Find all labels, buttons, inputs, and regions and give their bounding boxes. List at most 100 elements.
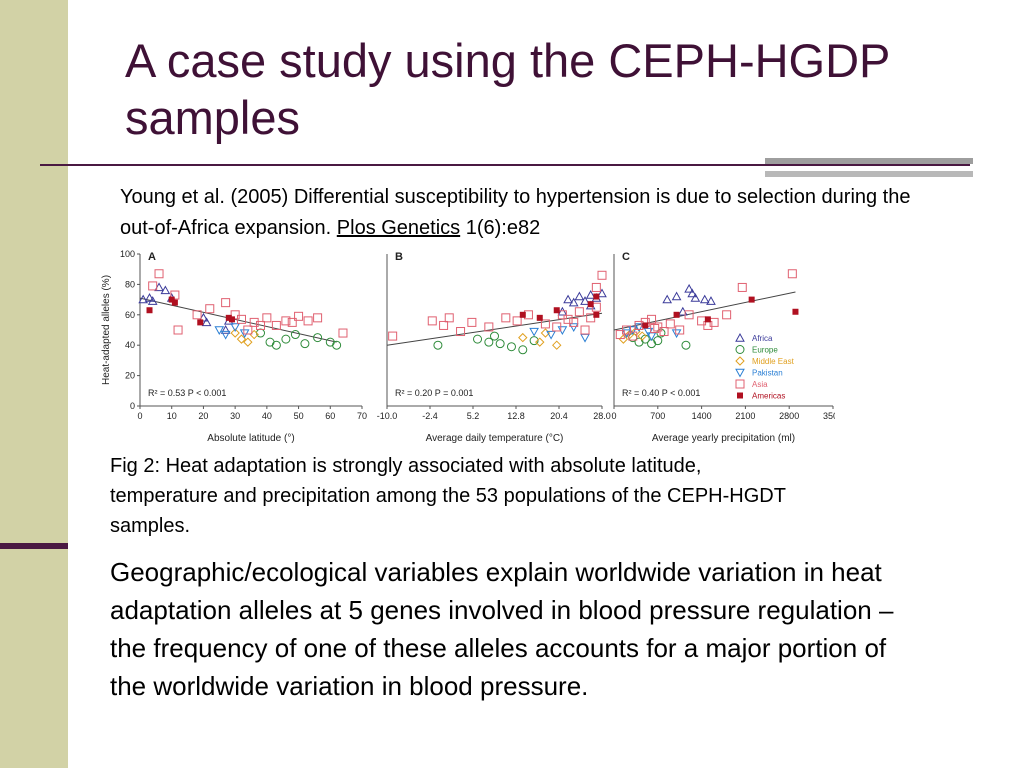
data-point xyxy=(597,270,607,280)
data-point xyxy=(484,337,494,347)
data-point xyxy=(473,334,483,344)
data-point xyxy=(512,316,522,326)
legend-label: Americas xyxy=(752,392,785,401)
data-point xyxy=(580,325,590,335)
data-point xyxy=(519,311,526,318)
data-point xyxy=(580,296,590,305)
data-point xyxy=(148,281,158,291)
data-point xyxy=(650,323,660,333)
data-point xyxy=(146,307,153,314)
data-point xyxy=(748,296,755,303)
data-point xyxy=(706,296,716,305)
data-point xyxy=(281,316,291,326)
x-tick-label: 10 xyxy=(167,411,177,421)
data-point xyxy=(642,322,649,329)
data-point xyxy=(518,332,528,343)
x-tick-label: 0 xyxy=(611,411,616,421)
data-point xyxy=(634,323,644,332)
data-point xyxy=(671,329,682,339)
data-point xyxy=(662,294,673,304)
data-point xyxy=(281,334,291,344)
data-point xyxy=(444,313,454,323)
data-point xyxy=(144,293,155,302)
data-point xyxy=(529,327,539,337)
data-point xyxy=(671,291,682,301)
x-tick-label: 3500 xyxy=(823,411,835,421)
data-point xyxy=(239,329,250,339)
data-point xyxy=(230,323,240,332)
data-point xyxy=(673,311,680,318)
x-tick-label: 70 xyxy=(357,411,367,421)
data-point xyxy=(332,340,342,350)
stat-label: R² = 0.53 P < 0.001 xyxy=(148,388,226,398)
data-point xyxy=(647,314,657,324)
citation-journal: Plos Genetics xyxy=(336,217,461,239)
data-point xyxy=(228,316,235,323)
data-point xyxy=(792,308,799,315)
data-point xyxy=(585,290,596,299)
data-point xyxy=(256,320,266,330)
figure-caption: Fig 2: Heat adaptation is strongly assoc… xyxy=(110,455,786,537)
data-point xyxy=(205,304,215,314)
body-paragraph: Geographic/ecological variables explain … xyxy=(110,557,894,701)
title-rule-grey-top xyxy=(765,158,973,164)
data-point xyxy=(287,317,297,327)
x-tick-label: 28.0 xyxy=(593,411,611,421)
data-point xyxy=(170,290,180,300)
data-point xyxy=(495,339,505,349)
data-point xyxy=(653,322,663,332)
y-tick-label: 60 xyxy=(125,310,135,320)
data-point xyxy=(597,288,607,298)
data-point xyxy=(690,293,701,302)
data-point xyxy=(704,316,711,323)
data-point xyxy=(628,331,638,341)
legend-marker xyxy=(735,379,745,389)
data-point xyxy=(338,328,348,338)
panel-label: B xyxy=(395,251,403,263)
x-axis-label: Average yearly precipitation (ml) xyxy=(652,433,795,444)
data-point xyxy=(687,288,698,298)
data-point xyxy=(439,320,449,330)
x-tick-label: -2.4 xyxy=(422,411,438,421)
y-tick-label: 20 xyxy=(125,371,135,381)
legend-marker xyxy=(735,356,745,366)
x-tick-label: 60 xyxy=(325,411,335,421)
data-point xyxy=(568,323,579,332)
data-point xyxy=(168,296,175,303)
data-point xyxy=(271,320,281,330)
panel-label: A xyxy=(148,251,156,263)
data-point xyxy=(313,333,323,343)
data-point xyxy=(243,325,253,335)
data-point xyxy=(591,282,601,292)
data-point xyxy=(230,328,240,338)
data-point xyxy=(709,317,719,327)
data-point xyxy=(236,334,247,344)
data-point xyxy=(388,331,398,341)
data-point xyxy=(737,282,747,292)
data-point xyxy=(249,317,259,327)
x-tick-label: 12.8 xyxy=(507,411,525,421)
data-point xyxy=(456,327,466,337)
stat-label: R² = 0.40 P < 0.001 xyxy=(622,388,700,398)
data-point xyxy=(529,336,539,346)
side-bar-accent xyxy=(0,543,68,549)
data-point xyxy=(622,325,632,335)
citation-ref: 1(6):e82 xyxy=(460,217,541,239)
x-tick-label: 700 xyxy=(650,411,665,421)
data-point xyxy=(220,330,231,340)
data-point xyxy=(214,326,225,336)
x-tick-label: 2800 xyxy=(779,411,799,421)
legend-marker xyxy=(735,368,745,378)
x-tick-label: -10.0 xyxy=(377,411,398,421)
data-point xyxy=(294,311,304,321)
data-point xyxy=(147,296,158,305)
data-point xyxy=(656,328,666,338)
data-point xyxy=(552,340,562,350)
x-tick-label: 50 xyxy=(294,411,304,421)
data-point xyxy=(173,325,183,335)
x-tick-label: 20.4 xyxy=(550,411,568,421)
data-point xyxy=(569,317,579,327)
data-point xyxy=(684,310,694,320)
data-point xyxy=(230,310,240,320)
data-point xyxy=(220,324,231,334)
